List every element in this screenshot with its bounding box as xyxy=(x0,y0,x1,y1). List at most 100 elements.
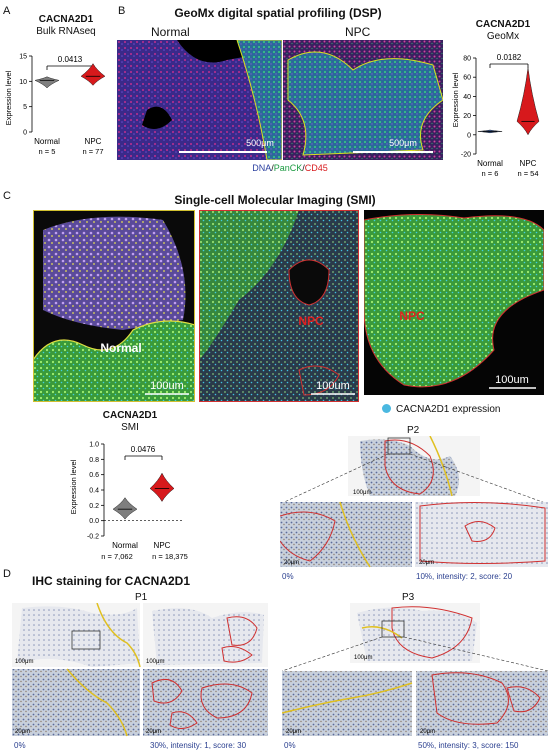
p3-ihc-figure: 100μm 20μm 20μm xyxy=(282,603,548,736)
dsp-npc-image: 500μm xyxy=(283,40,443,160)
dsp-npc-scale: 500μm xyxy=(389,138,417,148)
svg-text:100μm: 100μm xyxy=(146,659,164,665)
panel-b-pvalue: 0.0182 xyxy=(497,53,522,62)
y-tick-label: 0 xyxy=(467,132,471,139)
y-tick-label: 0.6 xyxy=(89,472,99,479)
y-tick-label: 20 xyxy=(463,113,471,120)
panel-letter-c: C xyxy=(3,190,11,202)
panel-a-group-normal: Normal xyxy=(34,137,60,146)
violin-normal xyxy=(34,76,60,89)
panel-c-group-npc: NPC xyxy=(154,541,171,550)
panel-b-normal-label: Normal xyxy=(151,25,190,39)
svg-text:20μm: 20μm xyxy=(284,560,299,566)
y-tick-label: 15 xyxy=(19,54,27,61)
p2-ihc-figure: 100μm 20μm 20μm xyxy=(280,436,548,568)
panel-c-group-normal: Normal xyxy=(112,541,138,550)
y-tick-label: 40 xyxy=(463,94,471,101)
panel-c-yticks: -0.2 0.0 0.2 0.4 0.6 0.8 1.0 xyxy=(87,442,104,541)
panel-b-ylabel: Expression level xyxy=(451,72,460,127)
svg-text:20μm: 20μm xyxy=(420,729,435,735)
stain-separator-2: / xyxy=(302,163,305,173)
panel-b-title: GeoMx digital spatial profiling (DSP) xyxy=(174,6,382,20)
panel-c-pvalue: 0.0476 xyxy=(131,445,156,454)
panel-b-method: GeoMx xyxy=(486,31,520,42)
p1-right-score: 30%, intensity: 1, score: 30 xyxy=(150,741,247,750)
svg-text:20μm: 20μm xyxy=(286,729,301,735)
panel-b-n-normal: n = 6 xyxy=(482,169,499,178)
panel-c-gene: CACNA2D1 xyxy=(102,410,158,421)
stain-panck: PanCK xyxy=(273,163,303,173)
panel-letter-d: D xyxy=(3,568,11,580)
y-tick-label: 60 xyxy=(463,75,471,82)
panel-a-group-npc: NPC xyxy=(85,137,102,146)
p2-right-score: 10%, intensity: 2, score: 20 xyxy=(416,572,513,581)
violin-normal xyxy=(112,497,138,520)
panel-a-ylabel: Expression level xyxy=(4,70,13,125)
violin-npc xyxy=(516,67,540,136)
y-tick-label: 0.0 xyxy=(89,518,99,525)
panel-a-yticks: 0 5 10 15 xyxy=(19,54,32,137)
smi-normal-label: Normal xyxy=(100,341,141,355)
y-tick-label: 5 xyxy=(23,104,27,111)
panel-a-gene: CACNA2D1 xyxy=(38,14,94,25)
svg-text:100μm: 100μm xyxy=(354,655,372,661)
panel-letter-a: A xyxy=(3,5,11,17)
smi-normal-scale: 100um xyxy=(150,380,184,392)
panel-b-gene: CACNA2D1 xyxy=(475,19,531,30)
smi-npc-image-2: NPC 100um xyxy=(364,210,544,395)
panel-b-group-npc: NPC xyxy=(520,159,537,168)
p1-title: P1 xyxy=(135,592,148,603)
stain-dna: DNA xyxy=(252,163,272,173)
smi-npc-scale-2: 100um xyxy=(495,374,529,386)
y-tick-label: 0.2 xyxy=(89,503,99,510)
y-tick-label: 0 xyxy=(23,130,27,137)
panel-b-violins xyxy=(477,67,540,136)
panel-b-group-normal: Normal xyxy=(477,159,503,168)
y-tick-label: 1.0 xyxy=(89,442,99,449)
violin-npc xyxy=(80,63,106,86)
panel-c-title: Single-cell Molecular Imaging (SMI) xyxy=(174,193,376,207)
svg-text:100μm: 100μm xyxy=(15,659,33,665)
panel-c-violins xyxy=(112,472,175,520)
y-tick-label: 10 xyxy=(19,79,27,86)
p1-left-score: 0% xyxy=(14,741,26,750)
panel-c-n-normal: n = 7,062 xyxy=(101,552,133,561)
y-tick-label: 0.8 xyxy=(89,457,99,464)
violin-npc xyxy=(149,472,175,503)
panel-b-chart: Expression level -20 0 20 40 60 80 0.0182 Nor… xyxy=(451,53,540,178)
panel-c-chart: Expression level -0.20.00.20.40.60.81.0 … xyxy=(69,442,188,562)
dsp-normal-image: 500μm xyxy=(117,40,282,160)
panel-a-method: Bulk RNAseq xyxy=(36,26,96,37)
y-tick-label: -0.2 xyxy=(87,534,99,541)
panel-b-yticks: -20 0 20 40 60 80 xyxy=(461,56,476,159)
smi-npc-label-1: NPC xyxy=(298,314,324,328)
panel-a-n-normal: n = 5 xyxy=(39,147,56,156)
panel-b-n-npc: n = 54 xyxy=(517,169,538,178)
panel-a-violins xyxy=(34,63,106,89)
panel-a-pvalue: 0.0413 xyxy=(58,55,83,64)
svg-text:20μm: 20μm xyxy=(15,729,30,735)
stain-cd45: CD45 xyxy=(304,163,328,173)
y-tick-label: 80 xyxy=(463,56,471,63)
p1-ihc-figure: 100μm 100μm 20μm 20μm xyxy=(12,603,268,737)
stain-separator-1: / xyxy=(271,163,274,173)
smi-npc-label-2: NPC xyxy=(399,309,425,323)
y-tick-label: -20 xyxy=(461,152,471,159)
panel-c-method: SMI xyxy=(121,422,139,433)
p3-title: P3 xyxy=(402,592,415,603)
dsp-normal-scale: 500μm xyxy=(246,138,274,148)
panel-letter-b: B xyxy=(118,5,126,17)
smi-normal-image: Normal 100um xyxy=(33,210,195,402)
y-tick-label: 0.4 xyxy=(89,488,99,495)
cyan-dot-icon xyxy=(382,404,391,413)
p3-left-score: 0% xyxy=(284,741,296,750)
dsp-stain-legend: DNA/PanCK/CD45 xyxy=(220,163,360,173)
smi-legend: CACNA2D1 expression xyxy=(382,404,501,415)
smi-npc-scale-1: 100um xyxy=(316,380,350,392)
panel-d-title: IHC staining for CACNA2D1 xyxy=(32,574,191,588)
p2-left-score: 0% xyxy=(282,572,294,581)
panel-b-npc-label: NPC xyxy=(345,25,371,39)
panel-c-ylabel: Expression level xyxy=(69,459,78,514)
panel-a-n-npc: n = 77 xyxy=(82,147,103,156)
panel-c-n-npc: n = 18,375 xyxy=(152,552,188,561)
